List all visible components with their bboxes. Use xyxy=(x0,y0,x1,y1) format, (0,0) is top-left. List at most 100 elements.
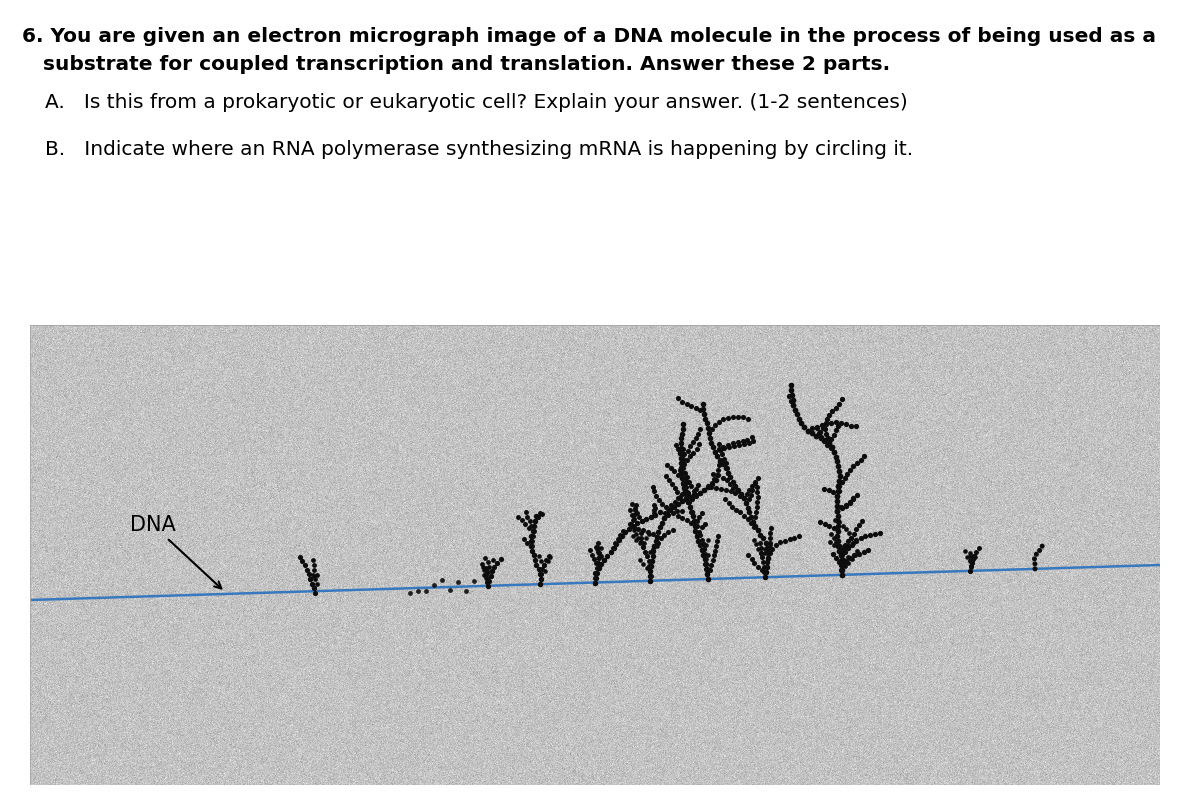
Text: 6. You are given an electron micrograph image of a DNA molecule in the process o: 6. You are given an electron micrograph … xyxy=(22,27,1156,46)
Point xyxy=(642,555,661,568)
Point xyxy=(715,493,734,506)
Point xyxy=(1025,553,1044,565)
Point xyxy=(838,535,857,548)
Point xyxy=(966,545,985,558)
Point xyxy=(601,546,620,559)
Point xyxy=(739,506,758,518)
Point xyxy=(637,513,656,525)
Point xyxy=(960,553,979,566)
Point xyxy=(679,475,698,488)
Point xyxy=(586,571,605,584)
Point xyxy=(686,432,706,444)
Point xyxy=(733,411,752,424)
Point xyxy=(761,538,780,551)
Point xyxy=(678,487,697,499)
Point xyxy=(726,479,745,492)
Point xyxy=(803,421,822,434)
Point xyxy=(689,525,708,538)
Point xyxy=(641,575,660,588)
Point xyxy=(676,467,695,479)
Point xyxy=(832,564,851,576)
Point xyxy=(827,499,846,512)
Point xyxy=(638,555,658,568)
Point xyxy=(642,560,661,572)
Point xyxy=(725,440,744,452)
Point xyxy=(806,429,826,442)
Point xyxy=(828,525,847,537)
Point xyxy=(524,549,544,562)
Point xyxy=(756,571,775,584)
Point xyxy=(628,517,647,529)
Point xyxy=(678,444,697,457)
Point xyxy=(672,452,691,465)
Point xyxy=(629,511,648,524)
Point xyxy=(473,560,492,573)
Point xyxy=(673,427,692,440)
Point xyxy=(695,518,714,530)
Point xyxy=(785,403,804,416)
Point xyxy=(629,532,648,545)
Point xyxy=(761,526,780,539)
Point xyxy=(626,528,646,541)
Point xyxy=(720,441,739,454)
Point xyxy=(520,522,539,534)
Point xyxy=(748,524,767,537)
Point xyxy=(524,549,544,562)
Point xyxy=(836,522,856,535)
Point xyxy=(690,487,709,499)
Point xyxy=(677,514,696,526)
Point xyxy=(667,486,686,498)
Point xyxy=(660,503,679,516)
Point xyxy=(970,541,989,554)
Point xyxy=(665,465,684,478)
Point xyxy=(534,558,553,571)
Point xyxy=(682,506,701,518)
Point xyxy=(673,422,692,435)
Point xyxy=(703,467,722,480)
Point xyxy=(479,580,498,592)
Point xyxy=(305,587,324,599)
Point xyxy=(682,491,701,503)
Point xyxy=(628,506,647,519)
Point xyxy=(624,513,643,525)
Point xyxy=(700,432,719,444)
Point xyxy=(716,483,736,496)
Point xyxy=(756,547,775,560)
Point xyxy=(698,572,718,585)
Point xyxy=(832,549,851,561)
Point xyxy=(850,518,869,531)
Point xyxy=(828,519,847,532)
Point xyxy=(589,547,608,560)
Point xyxy=(522,545,541,557)
Point xyxy=(834,559,853,572)
Point xyxy=(696,563,715,576)
Point xyxy=(701,436,720,449)
Point xyxy=(703,441,722,454)
Point xyxy=(961,549,980,562)
Point xyxy=(695,548,714,560)
Point xyxy=(634,557,653,570)
Point xyxy=(529,563,548,576)
Point xyxy=(530,568,550,580)
Point xyxy=(659,502,678,515)
Point xyxy=(714,452,733,465)
Point xyxy=(416,584,436,597)
Point xyxy=(748,481,767,494)
Point xyxy=(760,541,779,554)
Point xyxy=(821,442,840,455)
Point xyxy=(716,457,736,470)
Point xyxy=(676,483,695,495)
Point xyxy=(304,564,323,576)
Point xyxy=(817,439,836,452)
Point xyxy=(666,482,685,494)
Point xyxy=(720,478,739,491)
Point xyxy=(586,541,605,554)
Point xyxy=(449,576,468,588)
Point xyxy=(682,516,701,529)
Point xyxy=(816,433,835,446)
Point xyxy=(643,542,662,555)
Point xyxy=(661,498,680,511)
Point xyxy=(820,409,839,421)
Point xyxy=(589,552,608,564)
Point xyxy=(641,569,660,582)
